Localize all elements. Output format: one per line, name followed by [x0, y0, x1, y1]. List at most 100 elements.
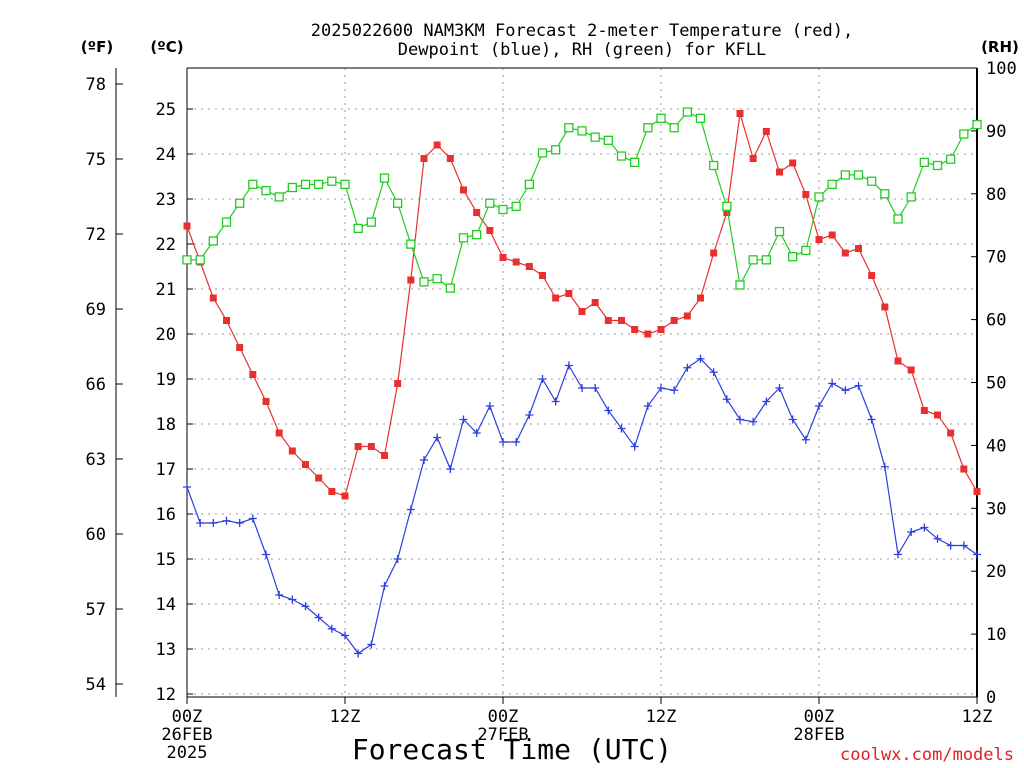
temperature-point	[934, 411, 941, 419]
temperature-point	[367, 443, 375, 450]
dewpoint-point	[354, 649, 363, 658]
rh-point	[393, 198, 403, 208]
fahrenheit-tick-label: 78	[86, 75, 106, 95]
rh-point	[946, 154, 956, 164]
fahrenheit-tick-label: 69	[86, 300, 106, 320]
rh-point	[340, 179, 350, 190]
dewpoint-point	[683, 363, 692, 372]
temperature-point	[920, 407, 928, 414]
rh-point	[814, 192, 824, 202]
celsius-tick-label: 12	[156, 685, 176, 705]
temperature-point	[618, 317, 625, 324]
dewpoint-point	[854, 381, 863, 390]
x-tick-label: 12Z	[962, 707, 993, 727]
rh-point	[551, 145, 561, 155]
temperature-point	[762, 128, 770, 135]
rh-point	[261, 186, 271, 196]
temperature-point	[262, 398, 270, 405]
rh-point	[919, 157, 929, 168]
chart-title-line1: 2025022600 NAM3KM Forecast 2-meter Tempe…	[311, 21, 853, 41]
series-dewpoint	[183, 354, 981, 658]
rh-point	[537, 148, 548, 158]
rh-point	[445, 283, 455, 293]
rh-point	[788, 252, 798, 262]
rh-point	[379, 173, 390, 183]
dewpoint-point	[828, 379, 837, 388]
temperature-point	[473, 209, 481, 216]
rh-point	[300, 179, 311, 190]
x-tick-label: 00Z	[172, 707, 203, 727]
rh-point	[235, 198, 245, 208]
rh-point	[959, 129, 969, 139]
celsius-tick-label: 15	[156, 550, 176, 570]
temperature-point	[604, 317, 612, 324]
rh-point	[485, 198, 495, 208]
rh-point	[880, 189, 890, 199]
dewpoint-point	[709, 368, 718, 377]
celsius-tick-label: 24	[156, 145, 176, 165]
dewpoint-point	[894, 550, 902, 559]
temperature-point	[697, 294, 704, 302]
dewpoint-point	[564, 361, 573, 370]
rh-point	[695, 113, 706, 123]
rh-point	[709, 160, 719, 171]
dewpoint-point	[880, 462, 889, 471]
rh-point	[208, 236, 218, 246]
dewpoint-point	[578, 384, 586, 392]
dewpoint-point	[841, 386, 850, 395]
series-rh	[182, 107, 982, 293]
rh-point	[867, 176, 877, 186]
dewpoint-point	[946, 541, 955, 550]
dewpoint-point	[525, 411, 534, 419]
temperature-point	[183, 222, 191, 230]
dewpoint-point	[314, 613, 323, 622]
temperature-point	[525, 263, 533, 270]
rh-point	[248, 179, 258, 190]
x-tick-year-label: 2025	[167, 743, 208, 763]
dewpoint-point	[775, 384, 784, 392]
dewpoint-point	[499, 438, 507, 446]
rh-point	[656, 113, 666, 123]
rh-point	[774, 226, 785, 237]
temperature-point	[486, 227, 494, 234]
rh-point	[722, 201, 732, 212]
temperature-point	[236, 344, 244, 351]
credit-label: coolwx.com/models	[840, 745, 1014, 765]
dewpoint-point	[920, 523, 929, 532]
dewpoint-point	[485, 402, 494, 410]
temperature-point	[631, 326, 639, 333]
temperature-point	[723, 209, 731, 216]
dewpoint-point	[275, 591, 284, 599]
temperature-point	[341, 492, 349, 500]
temperature-point	[736, 110, 744, 117]
temperature-point	[973, 488, 981, 495]
rh-tick-label: 40	[986, 436, 1006, 456]
x-tick-label: 12Z	[330, 707, 361, 727]
temperature-point	[710, 249, 718, 257]
fahrenheit-tick-label: 75	[86, 150, 106, 170]
temperature-point	[381, 452, 388, 459]
celsius-tick-label: 22	[156, 235, 176, 255]
temperature-point	[657, 326, 665, 333]
rh-point	[564, 123, 574, 133]
rh-point	[353, 223, 363, 234]
celsius-tick-label: 25	[156, 100, 176, 120]
temperature-point	[407, 276, 415, 284]
dewpoint-point	[617, 424, 626, 433]
dewpoint-point	[643, 402, 652, 410]
dewpoint-point	[867, 415, 876, 424]
temperature-point	[644, 330, 652, 338]
rh-tick-label: 10	[986, 625, 1006, 645]
temperature-point	[328, 488, 336, 495]
rh-tick-label: 20	[986, 562, 1006, 582]
rh-point	[748, 255, 758, 265]
temperature-point	[591, 299, 599, 306]
temperature-point	[315, 474, 323, 482]
rh-point	[932, 160, 943, 171]
rh-tick-label: 100	[986, 59, 1017, 79]
dewpoint-point	[933, 534, 942, 543]
temperature-point	[802, 191, 810, 198]
dewpoint-point	[406, 505, 415, 514]
rh-point	[366, 217, 376, 227]
